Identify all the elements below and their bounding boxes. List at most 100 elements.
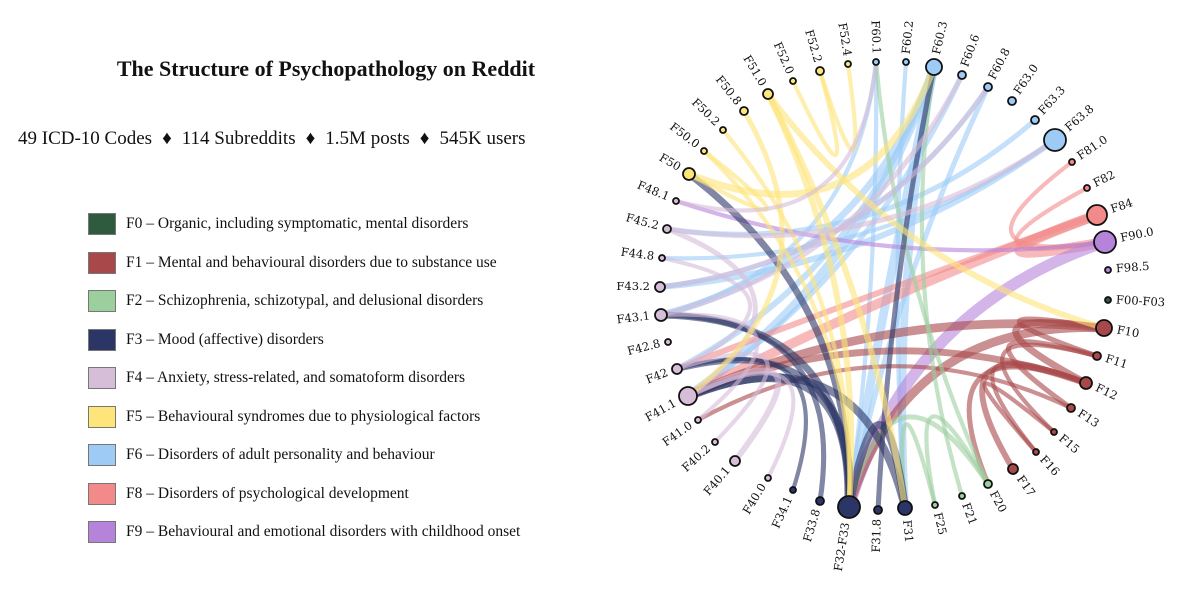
node-F13[interactable] bbox=[1066, 403, 1076, 413]
node-F50[interactable] bbox=[682, 167, 696, 181]
node-F40.0[interactable] bbox=[764, 474, 772, 482]
legend-swatch bbox=[88, 405, 116, 428]
node-label: F16 bbox=[1037, 452, 1063, 478]
node-label: F44.8 bbox=[620, 245, 655, 263]
node-F50.8[interactable] bbox=[739, 106, 749, 116]
node-label: F20 bbox=[987, 488, 1010, 515]
node-label: F60.2 bbox=[899, 20, 916, 55]
node-F00-F03[interactable] bbox=[1104, 296, 1112, 304]
node-F40.2[interactable] bbox=[711, 438, 719, 446]
node-F31.8[interactable] bbox=[873, 505, 883, 515]
node-F60.2[interactable] bbox=[902, 58, 910, 66]
legend-swatch bbox=[88, 290, 116, 313]
link-F51.0-F10 bbox=[765, 91, 1107, 331]
node-F16[interactable] bbox=[1032, 448, 1040, 456]
node-F43.2[interactable] bbox=[654, 281, 666, 293]
node-F25[interactable] bbox=[931, 501, 939, 509]
node-F15[interactable] bbox=[1050, 428, 1058, 436]
node-F60.8[interactable] bbox=[983, 82, 993, 92]
node-label: F63.8 bbox=[1062, 102, 1097, 135]
node-F52.0[interactable] bbox=[789, 77, 797, 85]
node-F63.8[interactable] bbox=[1043, 128, 1067, 152]
node-F32-F33[interactable] bbox=[837, 495, 861, 519]
node-F52.4[interactable] bbox=[844, 60, 852, 68]
node-F41.0[interactable] bbox=[694, 416, 702, 424]
link-F40.2-F42 bbox=[674, 351, 770, 445]
node-label: F11 bbox=[1104, 351, 1130, 371]
node-F45.2[interactable] bbox=[662, 224, 672, 234]
node-label: F50.0 bbox=[667, 120, 702, 151]
node-F81.0[interactable] bbox=[1068, 158, 1076, 166]
link-F48.1-F60.1 bbox=[673, 59, 879, 213]
node-F42.8[interactable] bbox=[664, 338, 672, 346]
legend-item-f9: F9 – Behavioural and emotional disorders… bbox=[88, 513, 520, 552]
stats-line: 49 ICD-10 Codes ♦ 114 Subreddits ♦ 1.5M post… bbox=[18, 128, 526, 150]
diamond-icon: ♦ bbox=[419, 128, 430, 149]
node-F60.6[interactable] bbox=[957, 70, 967, 80]
link-F11-F13 bbox=[1006, 339, 1100, 411]
node-F17[interactable] bbox=[1007, 463, 1019, 475]
link-F51.0-F31 bbox=[765, 91, 908, 511]
node-F63.0[interactable] bbox=[1007, 96, 1017, 106]
node-label: F43.1 bbox=[616, 308, 651, 326]
node-label: F34.1 bbox=[769, 494, 796, 530]
node-F50.0[interactable] bbox=[700, 147, 708, 155]
node-F82[interactable] bbox=[1083, 184, 1091, 192]
link-F90.0-F48.1 bbox=[673, 198, 1108, 253]
node-F12[interactable] bbox=[1079, 376, 1093, 390]
node-label: F50.2 bbox=[689, 95, 723, 128]
node-F40.1[interactable] bbox=[729, 455, 741, 467]
node-label: F82 bbox=[1091, 167, 1117, 190]
node-F51.0[interactable] bbox=[762, 88, 774, 100]
node-F50.2[interactable] bbox=[719, 126, 727, 134]
legend-label: F9 – Behavioural and emotional disorders… bbox=[126, 523, 521, 541]
legend-item-f0: F0 – Organic, including symptomatic, men… bbox=[88, 205, 520, 244]
node-F21[interactable] bbox=[958, 492, 966, 500]
legend-label: F4 – Anxiety, stress-related, and somato… bbox=[126, 369, 466, 387]
node-F98.5[interactable] bbox=[1104, 266, 1112, 274]
node-label: F45.2 bbox=[624, 210, 660, 232]
stat-posts: 1.5M posts bbox=[325, 128, 410, 149]
node-label: F60.8 bbox=[985, 46, 1013, 82]
legend-label: F0 – Organic, including symptomatic, men… bbox=[126, 215, 469, 233]
node-F31[interactable] bbox=[897, 500, 913, 516]
legend-swatch bbox=[88, 521, 116, 544]
node-F11[interactable] bbox=[1092, 351, 1102, 361]
node-F33.8[interactable] bbox=[815, 496, 825, 506]
node-F43.1[interactable] bbox=[654, 308, 668, 322]
link-F50-F60.3 bbox=[685, 63, 938, 198]
node-F44.8[interactable] bbox=[658, 254, 666, 262]
node-label: F81.0 bbox=[1074, 132, 1110, 162]
node-label: F52.2 bbox=[802, 28, 825, 64]
node-label: F48.1 bbox=[635, 178, 671, 204]
node-F34.1[interactable] bbox=[789, 486, 797, 494]
node-F10[interactable] bbox=[1095, 319, 1113, 337]
figure-title: The Structure of Psychopathology on Redd… bbox=[116, 56, 536, 81]
node-label: F98.5 bbox=[1115, 259, 1150, 276]
node-label: F50.8 bbox=[713, 73, 745, 108]
link-F10-F12 bbox=[1012, 319, 1108, 387]
node-F48.1[interactable] bbox=[672, 197, 680, 205]
node-F52.2[interactable] bbox=[815, 66, 825, 76]
node-F90.0[interactable] bbox=[1093, 230, 1117, 254]
node-F60.3[interactable] bbox=[925, 58, 943, 76]
node-label: F12 bbox=[1093, 380, 1119, 402]
legend-swatch bbox=[88, 444, 116, 467]
node-F42[interactable] bbox=[671, 363, 683, 375]
link-F20-F60.1 bbox=[873, 59, 991, 487]
node-F63.3[interactable] bbox=[1030, 115, 1040, 125]
node-label: F84 bbox=[1109, 195, 1135, 216]
link-F40.1-F41.1 bbox=[685, 367, 782, 464]
node-F60.1[interactable] bbox=[872, 58, 880, 66]
node-F20[interactable] bbox=[983, 479, 993, 489]
node-label: F31.8 bbox=[869, 519, 884, 553]
legend-item-f6: F6 – Disorders of adult personality and … bbox=[88, 436, 520, 475]
node-F84[interactable] bbox=[1086, 204, 1108, 226]
node-label: F32-F33 bbox=[831, 522, 853, 573]
node-label: F42.8 bbox=[626, 336, 662, 358]
node-label: F40.2 bbox=[679, 442, 713, 475]
legend-label: F6 – Disorders of adult personality and … bbox=[126, 446, 435, 464]
node-label: F40.0 bbox=[740, 481, 769, 517]
node-F41.1[interactable] bbox=[678, 386, 698, 406]
